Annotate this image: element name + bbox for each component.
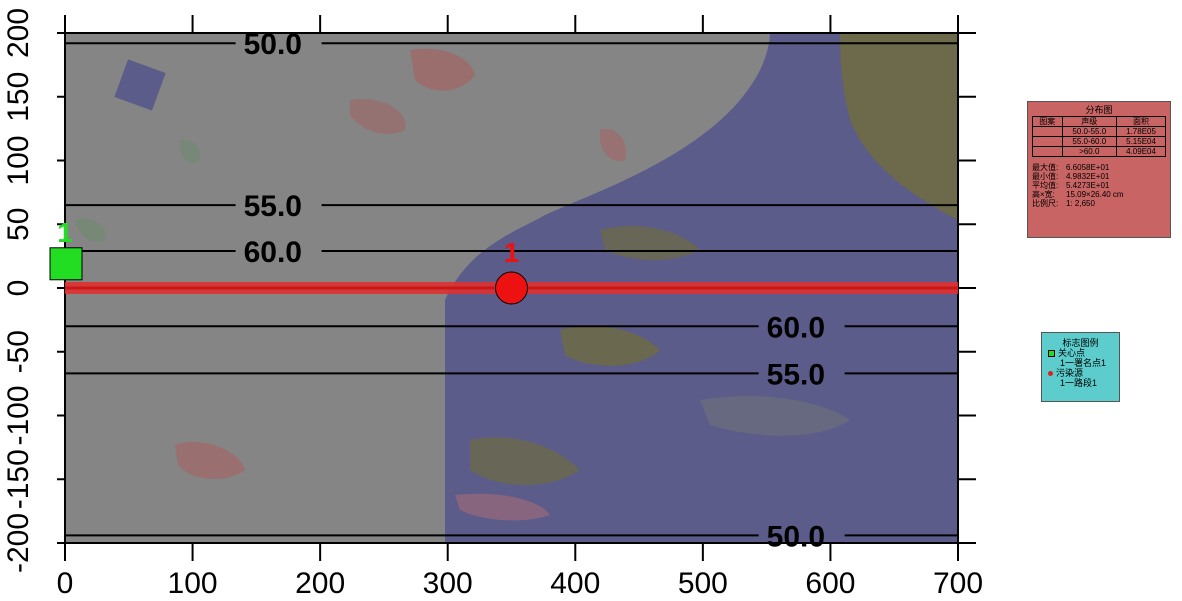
contour-label: 50.0 bbox=[244, 28, 302, 61]
stat-scale: 比例尺: 1: 2,650 bbox=[1032, 199, 1095, 208]
contour-label: 50.0 bbox=[767, 520, 825, 553]
symbol-legend-item: 污染源 bbox=[1048, 368, 1113, 378]
y-tick-label: -200 bbox=[2, 513, 35, 573]
y-tick-label: 150 bbox=[2, 72, 35, 122]
symbol-legend-title: 标志图例 bbox=[1062, 338, 1099, 348]
legend-pattern-cell bbox=[1032, 126, 1063, 137]
y-tick-label: 50 bbox=[2, 208, 35, 241]
x-tick-label: 600 bbox=[805, 567, 855, 600]
stat-max: 最大值: 6.6058E+01 bbox=[1032, 163, 1110, 172]
tick-layer: 0 100 200 300 400 500 600 700200150100500-50-10… bbox=[2, 8, 983, 600]
legend-row: >60.0 4.09E04 bbox=[1032, 146, 1166, 157]
x-tick-label: 500 bbox=[678, 567, 728, 600]
x-tick-label: 300 bbox=[423, 567, 473, 600]
pollution-source-label: 1 bbox=[504, 237, 520, 268]
legend-row: 55.0-60.0 5.15E04 bbox=[1032, 136, 1166, 147]
legend-level-cell: >60.0 bbox=[1061, 146, 1118, 157]
y-tick-label: 0 bbox=[2, 280, 35, 297]
legend-level-cell: 50.0-55.0 bbox=[1061, 126, 1118, 137]
legend-header-level: 声级 bbox=[1061, 116, 1118, 127]
legend-area-cell: 1.78E05 bbox=[1116, 126, 1166, 137]
contour-label: 60.0 bbox=[244, 236, 302, 269]
distribution-legend-table: 图案 声级 面积 50.0-55.0 1.78E05 55.0-60.0 5.1… bbox=[1032, 116, 1166, 157]
x-tick-label: 0 bbox=[57, 567, 74, 600]
symbol-legend: 标志图例 关心点 1一署名点1 污染源 1一路段1 bbox=[1041, 332, 1120, 402]
red-dot-icon bbox=[1048, 370, 1053, 376]
pollution-source-marker bbox=[495, 271, 528, 305]
y-tick-label: 100 bbox=[2, 135, 35, 185]
legend-header-pattern: 图案 bbox=[1032, 116, 1063, 127]
x-tick-label: 700 bbox=[933, 567, 983, 600]
symbol-legend-subitem: 1一署名点1 bbox=[1060, 358, 1107, 368]
distribution-stats: 最大值: 6.6058E+01 最小值: 4.9832E+01 平均值: 5.4273… bbox=[1032, 163, 1166, 208]
sensitive-point-label: 1 bbox=[57, 217, 73, 248]
green-square-icon bbox=[1048, 349, 1055, 357]
contour-label: 55.0 bbox=[767, 358, 825, 391]
legend-area-cell: 5.15E04 bbox=[1116, 136, 1166, 147]
x-tick-label: 400 bbox=[550, 567, 600, 600]
distribution-legend: 分布图 图案 声级 面积 50.0-55.0 1.78E05 55.0-60.0… bbox=[1027, 101, 1171, 238]
y-tick-label: -50 bbox=[2, 330, 35, 373]
stat-min: 最小值: 4.9832E+01 bbox=[1032, 172, 1110, 181]
legend-level-cell: 55.0-60.0 bbox=[1061, 136, 1118, 147]
symbol-legend-subitem: 1一路段1 bbox=[1060, 378, 1098, 388]
distribution-legend-title: 分布图 bbox=[1085, 105, 1113, 115]
x-tick-label: 100 bbox=[168, 567, 218, 600]
legend-pattern-cell bbox=[1032, 136, 1063, 147]
contour-layer: 50.0 55.0 60.0 60.0 55.0 50.0 bbox=[65, 28, 958, 553]
contour-label: 60.0 bbox=[767, 311, 825, 344]
legend-area-cell: 4.09E04 bbox=[1116, 146, 1166, 157]
y-tick-label: -150 bbox=[2, 449, 35, 509]
stat-mean: 平均值: 5.4273E+01 bbox=[1032, 181, 1110, 190]
legend-header-area: 面积 bbox=[1116, 116, 1166, 127]
legend-pattern-cell bbox=[1032, 146, 1063, 157]
marker-layer: 11 bbox=[49, 217, 528, 305]
symbol-legend-item: 关心点 bbox=[1048, 348, 1113, 358]
x-tick-label: 200 bbox=[295, 567, 345, 600]
legend-row: 50.0-55.0 1.78E05 bbox=[1032, 126, 1166, 137]
y-tick-label: -100 bbox=[2, 385, 35, 445]
sensitive-point-marker bbox=[49, 247, 83, 281]
stat-size: 高×宽: 15.09×26.40 cm bbox=[1032, 190, 1124, 199]
contour-label: 55.0 bbox=[244, 190, 302, 223]
y-tick-label: 200 bbox=[2, 8, 35, 58]
